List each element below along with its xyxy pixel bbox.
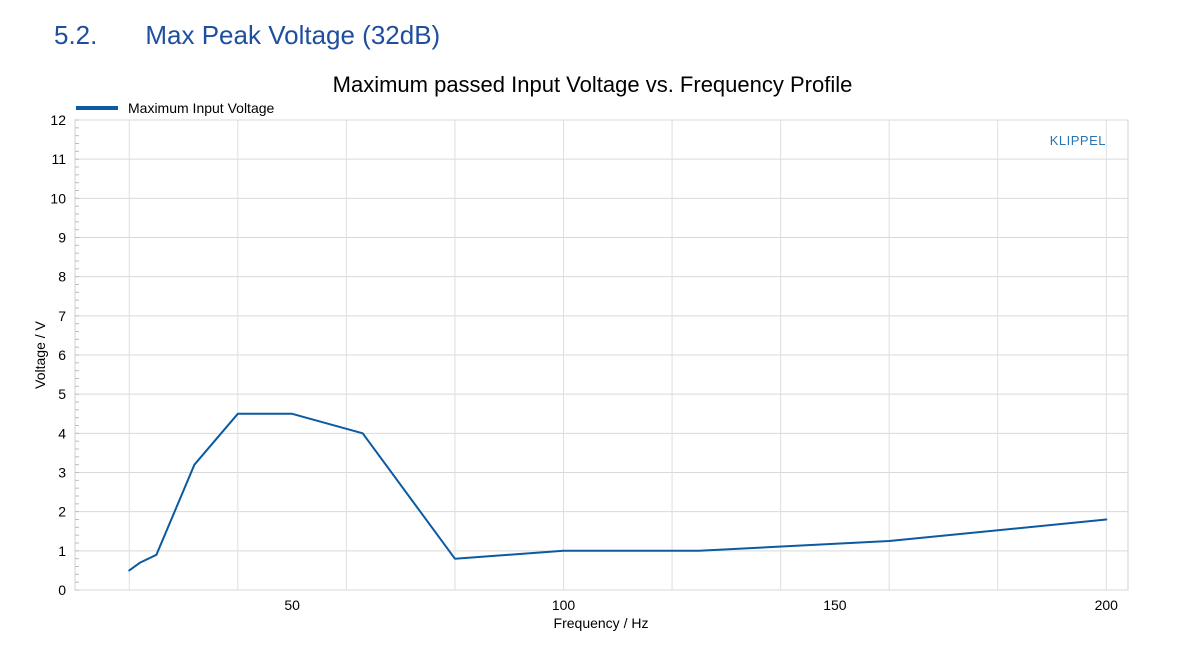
x-axis-label: Frequency / Hz (554, 615, 649, 631)
y-tick-label: 2 (58, 504, 66, 520)
y-tick-label: 5 (58, 386, 66, 402)
y-tick-label: 10 (50, 190, 66, 206)
x-tick-label: 200 (1095, 597, 1119, 613)
y-axis-label: Voltage / V (32, 320, 48, 388)
section-heading: 5.2. Max Peak Voltage (32dB) (54, 20, 440, 51)
chart-legend: Maximum Input Voltage (76, 100, 274, 116)
grid-lines (75, 119, 1128, 591)
series-line (128, 412, 1108, 572)
section-title: Max Peak Voltage (32dB) (145, 20, 441, 50)
y-tick-label: 11 (51, 151, 66, 167)
brand-label: KLIPPEL (1050, 133, 1106, 148)
series-group (128, 412, 1108, 572)
y-tick-label: 12 (50, 112, 66, 128)
y-tick-label: 9 (58, 230, 66, 246)
y-tick-label: 0 (58, 582, 66, 598)
x-tick-label: 150 (823, 597, 847, 613)
section-number: 5.2. (54, 20, 98, 50)
y-tick-label: 8 (58, 269, 66, 285)
legend-swatch (76, 106, 118, 110)
legend-label: Maximum Input Voltage (128, 100, 275, 116)
y-tick-label: 7 (58, 308, 66, 324)
x-tick-label: 50 (284, 597, 300, 613)
chart-title: Maximum passed Input Voltage vs. Frequen… (332, 72, 853, 97)
minor-ticks (75, 119, 79, 591)
y-tick-label: 3 (58, 465, 66, 481)
y-tick-label: 1 (58, 543, 66, 559)
y-tick-label: 4 (58, 425, 66, 441)
y-tick-label: 6 (58, 347, 66, 363)
x-axis-ticks: 50 100 150 200 (284, 597, 1118, 613)
x-tick-label: 100 (552, 597, 576, 613)
